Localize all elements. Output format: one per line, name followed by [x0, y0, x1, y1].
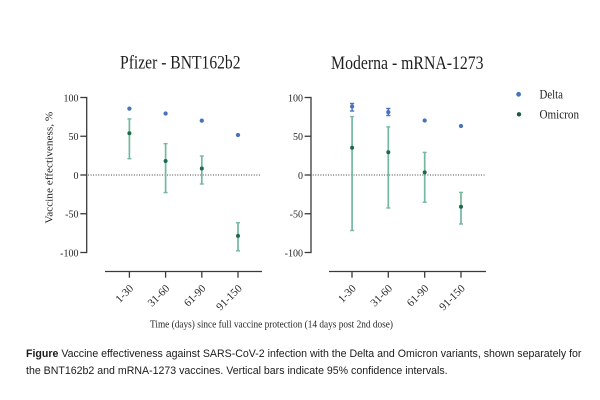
svg-text:Delta: Delta — [540, 86, 564, 101]
svg-text:-50: -50 — [65, 210, 78, 221]
svg-text:50: 50 — [69, 132, 79, 143]
svg-text:Vaccine effectiveness, %: Vaccine effectiveness, % — [44, 111, 55, 223]
svg-text:100: 100 — [64, 93, 79, 104]
svg-text:Omicron: Omicron — [540, 106, 580, 121]
svg-text:-100: -100 — [60, 248, 78, 259]
svg-text:0: 0 — [298, 171, 303, 182]
svg-text:-100: -100 — [285, 248, 303, 259]
svg-text:0: 0 — [74, 171, 79, 182]
svg-text:-50: -50 — [290, 210, 303, 221]
svg-text:100: 100 — [288, 93, 303, 104]
svg-text:Time (days) since full vaccine: Time (days) since full vaccine protectio… — [150, 319, 393, 330]
svg-text:Moderna - mRNA-1273: Moderna - mRNA-1273 — [331, 53, 484, 74]
svg-text:50: 50 — [293, 132, 303, 143]
svg-text:Pfizer - BNT162b2: Pfizer - BNT162b2 — [120, 53, 241, 74]
